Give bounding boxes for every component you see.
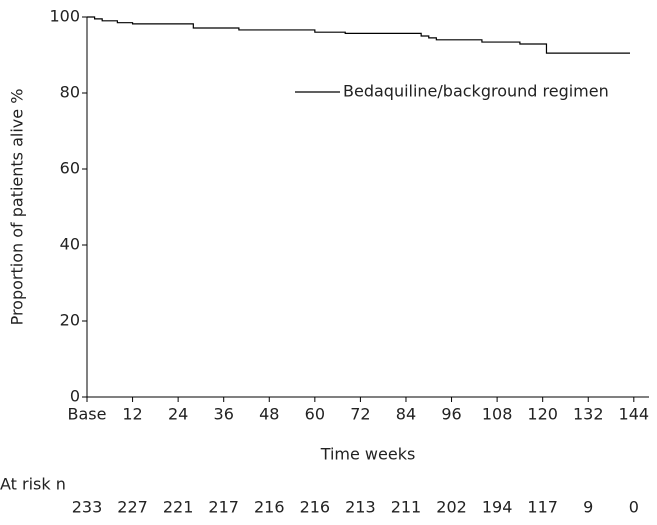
at-risk-value: 233: [72, 498, 103, 517]
x-tick-label: 24: [168, 405, 188, 424]
x-tick-label: 12: [122, 405, 142, 424]
y-tick-label: 100: [49, 7, 80, 26]
survival-line: [87, 16, 631, 54]
at-risk-value: 227: [117, 498, 148, 517]
x-tick-label: 96: [441, 405, 461, 424]
at-risk-value: 221: [163, 498, 194, 517]
x-tick-label: 72: [350, 405, 370, 424]
y-axis-label: Proportion of patients alive %: [8, 89, 27, 326]
x-tick-label: 84: [396, 405, 416, 424]
at-risk-value: 211: [391, 498, 422, 517]
legend-label: Bedaquiline/background regimen: [343, 82, 609, 101]
x-tick-label: 60: [305, 405, 325, 424]
at-risk-value: 9: [583, 498, 593, 517]
at-risk-value: 213: [345, 498, 376, 517]
y-tick-label: 60: [60, 159, 80, 178]
at-risk-value: 202: [436, 498, 467, 517]
x-tick-label: 48: [259, 405, 279, 424]
y-tick-label: 20: [60, 311, 80, 330]
at-risk-label: At risk n: [0, 475, 66, 494]
at-risk-value: 0: [629, 498, 639, 517]
at-risk-value: 216: [254, 498, 285, 517]
x-tick-label: 108: [482, 405, 513, 424]
y-tick-label: 40: [60, 235, 80, 254]
y-tick-label: 0: [70, 387, 80, 406]
y-tick-label: 80: [60, 83, 80, 102]
at-risk-value: 216: [300, 498, 331, 517]
at-risk-value: 217: [208, 498, 239, 517]
x-tick-label: Base: [68, 405, 107, 424]
x-axis-label: Time weeks: [320, 445, 416, 464]
at-risk-value: 117: [527, 498, 558, 517]
x-tick-label: 132: [573, 405, 604, 424]
x-tick-label: 36: [214, 405, 234, 424]
at-risk-value: 194: [482, 498, 513, 517]
x-tick-label: 120: [527, 405, 558, 424]
x-tick-label: 144: [619, 405, 650, 424]
